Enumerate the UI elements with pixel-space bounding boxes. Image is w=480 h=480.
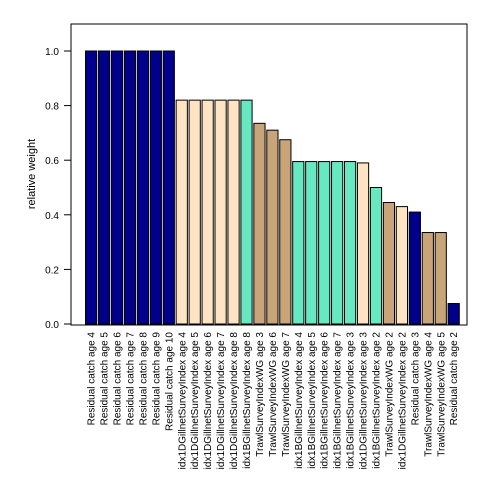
bar	[214, 99, 227, 325]
x-tick-label: idx1DGillnetSurveyIndex age 4	[177, 332, 188, 470]
x-tick-label: Residual catch age 7	[125, 332, 136, 426]
x-tick-label: idx1BGillnetSurveyIndex age 7	[333, 332, 344, 469]
x-tick-label: idx1DGillnetSurveyIndex age 5	[190, 332, 201, 470]
bar	[408, 211, 421, 325]
bar	[318, 161, 331, 325]
x-tick-label: TrawlSurveyIndexWG age 7	[281, 332, 292, 457]
bar	[162, 50, 175, 325]
bar	[305, 161, 318, 325]
x-tick-label: idx1BGillnetSurveyIndex age 4	[294, 332, 305, 469]
y-axis-label: relative weight	[26, 139, 38, 209]
x-tick-label: idx1BGillnetSurveyIndex age 8	[242, 332, 253, 469]
y-tick-label: 0.6	[45, 156, 59, 167]
x-tick-label: Residual catch age 2	[449, 332, 460, 426]
x-tick-label: Residual catch age 6	[113, 332, 124, 426]
x-tick-label: idx1BGillnetSurveyIndex age 3	[346, 332, 357, 469]
bar	[136, 50, 150, 325]
bar	[85, 50, 98, 325]
bar	[421, 232, 434, 325]
x-tick-label: idx1BGillnetSurveyIndex age 2	[372, 332, 383, 469]
bar	[188, 99, 201, 325]
x-tick-label: idx1DGillnetSurveyIndex age 7	[216, 332, 227, 470]
bar	[356, 162, 370, 325]
bar	[382, 202, 396, 325]
bar	[227, 99, 240, 325]
bar	[123, 50, 137, 325]
y-tick-label: 0.2	[45, 265, 59, 276]
x-tick-labels: Residual catch age 4 Residual catch age 5…	[87, 332, 461, 470]
bar	[331, 161, 344, 325]
bar	[395, 206, 408, 325]
x-tick-label: idx1DGillnetSurveyIndex age 8	[229, 332, 240, 470]
bar	[344, 161, 357, 325]
bar	[240, 99, 253, 325]
x-tick-label: TrawlSurveyIndexWG age 3	[255, 332, 266, 457]
y-tick-label: 0.4	[45, 211, 59, 222]
x-tick-label: idx1DGillnetSurveyIndex age 3	[359, 332, 370, 470]
x-tick-label: Residual catch age 8	[138, 332, 149, 426]
y-tick-label: 1.0	[45, 47, 59, 58]
x-tick-label: Residual catch age 5	[100, 332, 111, 426]
x-tick-label: idx1BGillnetSurveyIndex age 5	[307, 332, 318, 469]
x-tick-label: idx1DGillnetSurveyIndex age 2	[397, 332, 408, 470]
bar	[434, 232, 447, 325]
bar	[253, 122, 266, 325]
x-tick-label: Residual catch age 10	[164, 332, 175, 431]
x-tick-label: TrawlSurveyIndexWG age 2	[384, 332, 395, 457]
x-tick-label: Residual catch age 9	[151, 332, 162, 426]
bars	[85, 50, 460, 325]
bar	[97, 50, 111, 325]
y-tick-label: 0.8	[45, 102, 59, 113]
bar	[175, 99, 188, 325]
x-tick-label: Residual catch age 3	[410, 332, 421, 426]
bar	[447, 303, 460, 325]
bar	[292, 161, 305, 325]
bar	[266, 129, 279, 325]
bar	[149, 50, 162, 325]
bar	[110, 50, 124, 325]
x-tick-label: TrawlSurveyIndexWG age 5	[436, 332, 447, 457]
bar	[279, 139, 292, 325]
x-tick-label: TrawlSurveyIndexWG age 4	[423, 332, 434, 457]
x-tick-label: idx1BGillnetSurveyIndex age 6	[320, 332, 331, 469]
y-tick-label: 0.0	[45, 320, 59, 331]
bar	[369, 187, 383, 325]
x-tick-label: idx1DGillnetSurveyIndex age 6	[203, 332, 214, 470]
x-tick-label: TrawlSurveyIndexWG age 6	[268, 332, 279, 457]
bar	[201, 99, 214, 325]
x-tick-label: Residual catch age 4	[87, 332, 98, 426]
y-axis: 0.0 0.2 0.4 0.6 0.8 1.0	[45, 47, 72, 331]
